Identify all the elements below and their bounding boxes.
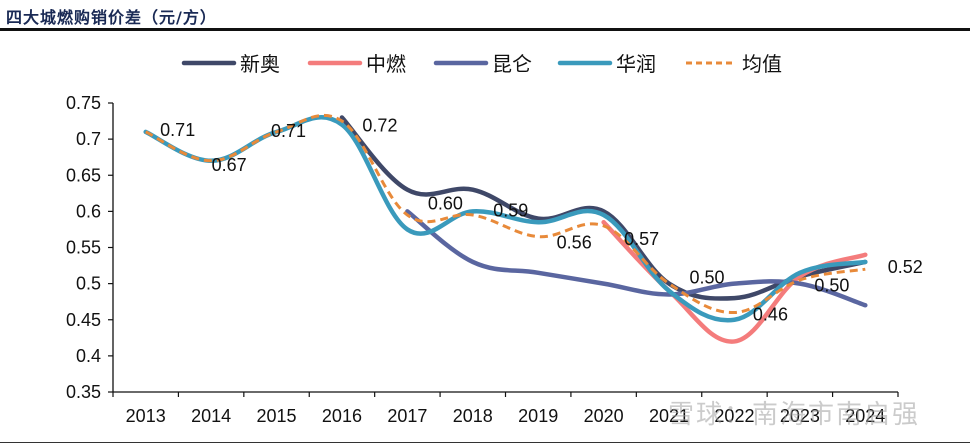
bottom-divider — [0, 442, 970, 443]
data-label: 0.50 — [690, 268, 725, 288]
x-tick-label: 2019 — [518, 406, 558, 426]
series-line-1 — [339, 115, 868, 301]
data-label: 0.52 — [888, 257, 923, 277]
data-label: 0.50 — [814, 276, 849, 296]
data-label: 0.60 — [428, 193, 463, 213]
title-divider — [0, 28, 970, 31]
x-tick-label: 2017 — [387, 406, 427, 426]
y-tick-label: 0.75 — [66, 93, 101, 113]
data-label: 0.71 — [271, 121, 306, 141]
data-label: 0.57 — [624, 229, 659, 249]
x-tick-label: 2022 — [714, 406, 754, 426]
legend-item-1[interactable]: 新奥 — [181, 52, 280, 76]
axes: 0.35 0.4 0.45 0.5 0.55 0.6 0.65 0.7 0.75 2013 2014… — [66, 93, 899, 426]
x-tick-label: 2020 — [584, 406, 624, 426]
legend-label: 均值 — [742, 52, 782, 76]
watermark: 雪球：南海市南启强 — [668, 400, 921, 430]
data-label: 0.59 — [493, 201, 528, 221]
x-tick-label: 2016 — [322, 406, 362, 426]
series-lines — [143, 114, 868, 344]
legend: 新奥 中燃 昆仑 华润 均值 — [181, 52, 782, 76]
x-tick-label: 2023 — [780, 406, 820, 426]
y-tick-label: 0.65 — [66, 165, 101, 185]
y-tick-label: 0.6 — [76, 201, 101, 221]
x-tick-label: 2024 — [845, 406, 885, 426]
data-label: 0.67 — [212, 155, 247, 175]
legend-label: 华润 — [616, 52, 656, 76]
legend-item-5[interactable]: 均值 — [686, 52, 782, 76]
data-label: 0.72 — [362, 116, 397, 136]
x-tick-label: 2021 — [649, 406, 689, 426]
y-tick-label: 0.55 — [66, 238, 101, 258]
y-tick-label: 0.4 — [76, 346, 101, 366]
data-labels: 0.71 0.67 0.71 0.72 0.60 0.59 0.56 0.57 0.50 0.46… — [160, 116, 923, 325]
chart-title: 四大城燃购销价差（元/方） — [6, 8, 217, 27]
series-line-5 — [145, 114, 866, 315]
legend-label: 中燃 — [366, 52, 406, 76]
data-label: 0.56 — [557, 232, 592, 252]
legend-label: 新奥 — [240, 52, 280, 76]
x-tick-label: 2014 — [191, 406, 231, 426]
legend-item-4[interactable]: 华润 — [557, 52, 656, 76]
x-tick-label: 2018 — [453, 406, 493, 426]
x-tick-label: 2015 — [257, 406, 297, 426]
y-tick-label: 0.7 — [76, 129, 101, 149]
x-tick-label: 2013 — [126, 406, 166, 426]
legend-label: 昆仑 — [492, 52, 532, 76]
legend-item-3[interactable]: 昆仑 — [433, 52, 532, 76]
y-tick-label: 0.45 — [66, 310, 101, 330]
legend-item-2[interactable]: 中燃 — [307, 52, 406, 76]
data-label: 0.71 — [160, 120, 195, 140]
data-label: 0.46 — [753, 305, 788, 325]
y-tick-label: 0.5 — [76, 274, 101, 294]
y-tick-label: 0.35 — [66, 382, 101, 402]
